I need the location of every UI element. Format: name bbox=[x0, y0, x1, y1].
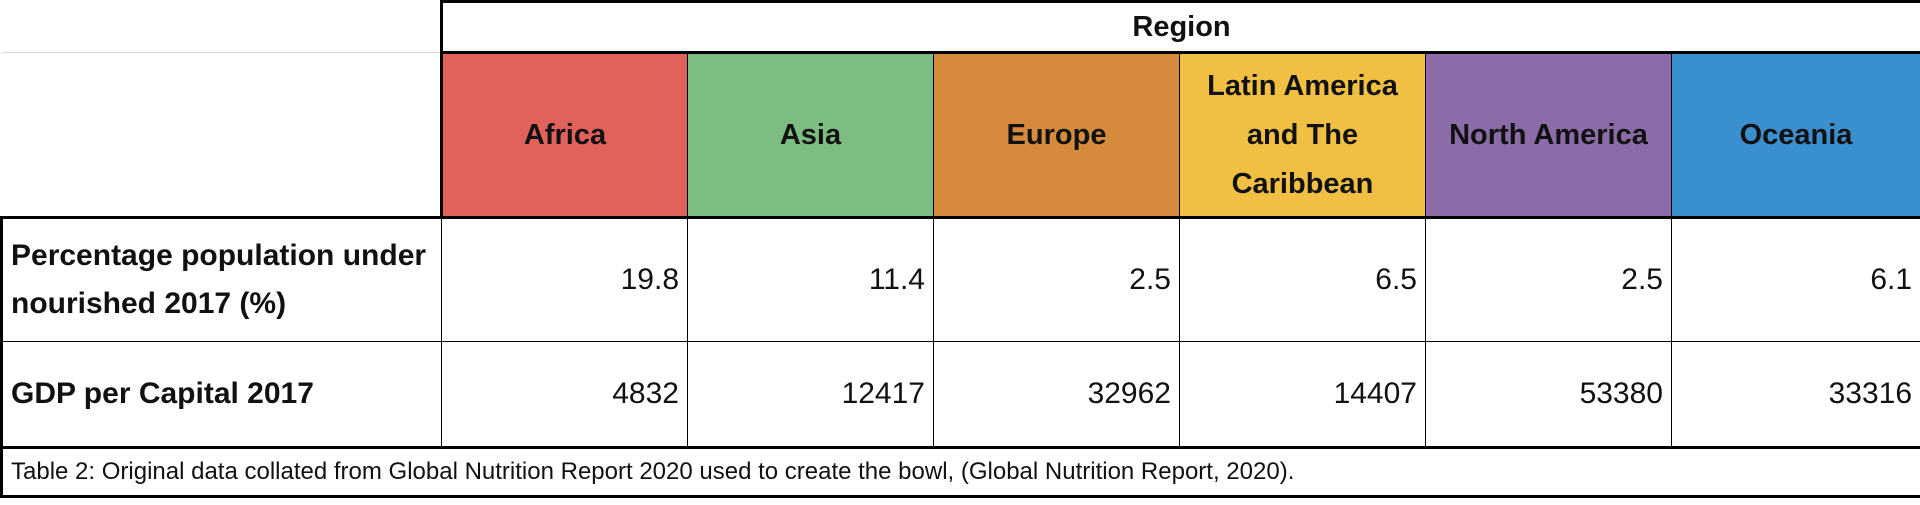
row-label-gdp[interactable]: GDP per Capital 2017 bbox=[0, 341, 442, 449]
table-caption[interactable]: Table 2: Original data collated from Glo… bbox=[0, 447, 1920, 498]
region-header-asia[interactable]: Asia bbox=[687, 52, 934, 219]
row-label-undernourished[interactable]: Percentage population under nourished 20… bbox=[0, 217, 442, 342]
value-cell[interactable]: 2.5 bbox=[1425, 217, 1672, 342]
region-header-europe[interactable]: Europe bbox=[933, 52, 1180, 219]
region-header-north-america[interactable]: North America bbox=[1425, 52, 1672, 219]
value-cell[interactable]: 6.1 bbox=[1670, 217, 1920, 342]
empty-corner-cell[interactable] bbox=[1, 52, 443, 219]
value-cell[interactable]: 11.4 bbox=[687, 217, 934, 342]
region-header-africa[interactable]: Africa bbox=[440, 52, 688, 219]
empty-corner-cell[interactable] bbox=[1, 1, 442, 53]
value-cell[interactable]: 4832 bbox=[441, 341, 688, 449]
table-row: Percentage population under nourished 20… bbox=[0, 217, 1920, 342]
value-cell[interactable]: 12417 bbox=[687, 341, 934, 449]
value-cell[interactable]: 2.5 bbox=[933, 217, 1180, 342]
value-cell[interactable]: 33316 bbox=[1670, 341, 1920, 449]
value-cell[interactable]: 19.8 bbox=[441, 217, 688, 342]
table-row: GDP per Capital 2017 4832 12417 32962 14… bbox=[0, 341, 1920, 449]
region-header-oceania[interactable]: Oceania bbox=[1670, 52, 1920, 219]
value-cell[interactable]: 53380 bbox=[1425, 341, 1672, 449]
value-cell[interactable]: 14407 bbox=[1179, 341, 1426, 449]
value-cell[interactable]: 6.5 bbox=[1179, 217, 1426, 342]
value-cell[interactable]: 32962 bbox=[933, 341, 1180, 449]
region-header-latin-america[interactable]: Latin America and The Caribbean bbox=[1179, 52, 1426, 219]
region-group-header[interactable]: Region bbox=[439, 0, 1920, 54]
